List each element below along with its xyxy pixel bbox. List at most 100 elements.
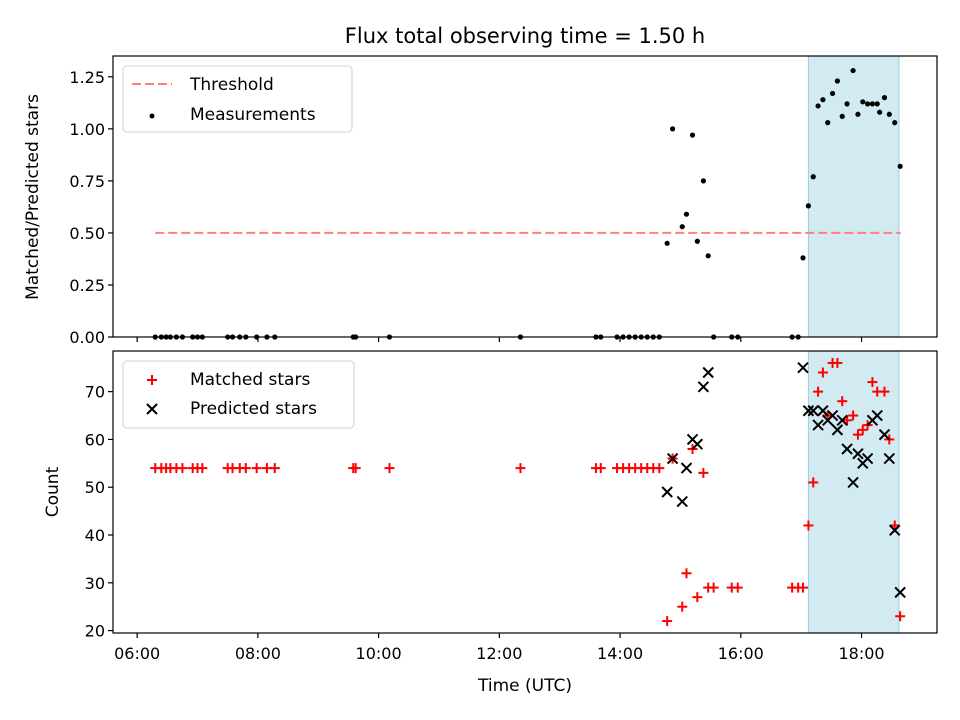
top-x-ticks [136,337,863,342]
measurements-legend-marker [149,113,155,119]
y-tick-label: 0.75 [69,172,105,191]
matched-star-point [384,463,395,474]
matched-star-point [654,463,665,474]
measurement-point [829,90,836,97]
y-tick-label: 0.50 [69,224,105,243]
measurement-point [805,203,812,209]
top-legend: Threshold Measurements [122,65,353,133]
matched-star-point [515,463,526,474]
measurement-point [869,101,876,107]
matched-star-point [895,611,906,622]
y-tick-label: 1.00 [69,120,105,139]
predicted-star-point [680,462,693,474]
matched-star-point [350,463,361,474]
predicted-star-point [697,381,710,393]
predicted-legend-marker [146,403,158,415]
matched-star-point [852,429,863,440]
predicted-star-point [878,428,891,441]
measurement-point [679,224,685,230]
bottom-plot-frame [112,350,938,634]
bottom-x-ticks: 06:00 08:00 10:00 12:00 14:00 16:00 18:00 [114,633,885,663]
matched-star-point [662,616,673,627]
y-tick-label: 50 [85,478,105,497]
predicted-star-point [861,452,874,465]
x-tick-label: 10:00 [356,644,402,663]
matched-legend-label: Matched stars [190,370,310,390]
matched-star-point [808,477,819,488]
matched-star-point [732,582,743,593]
measurement-point [705,253,711,259]
predicted-star-point [817,405,829,417]
matched-star-point [677,601,688,612]
measurement-point [664,240,670,246]
bottom-y-axis-label: Count [43,466,63,517]
y-tick-label: 0.00 [69,328,105,347]
x-axis-label: Time (UTC) [477,676,572,696]
predicted-star-point [894,586,906,599]
matched-star-point [867,377,878,388]
matched-star-point [240,463,251,474]
matched-star-point [803,520,814,531]
threshold-legend-label: Threshold [189,75,274,95]
measurement-point [694,238,700,244]
predicted-star-point [807,405,819,417]
matched-star-point [251,463,262,474]
predicted-star-point [847,476,859,489]
measurement-point [874,101,880,107]
measurement-point [800,255,806,261]
predicted-star-point [802,405,815,417]
bottom-legend-box [122,360,355,429]
measurement-points [152,67,903,340]
predicted-star-point [797,362,809,374]
matched-star-point [681,568,692,579]
top-legend-box [122,65,353,133]
y-tick-label: 0.25 [69,276,105,295]
top-y-ticks: 0.00 0.25 0.50 0.75 1.00 1.25 [69,68,113,347]
matched-star-point [177,463,188,474]
bottom-y-ticks: 20 30 40 50 60 70 [85,383,113,641]
matched-star-point [848,410,859,421]
matched-legend-marker [147,375,157,385]
predicted-star-point [702,366,714,379]
predicted-star-point [691,438,704,450]
measurement-point [825,120,831,126]
y-tick-label: 40 [85,526,105,545]
predicted-star-point [841,443,853,455]
x-tick-label: 12:00 [476,644,522,663]
measurement-point [860,99,866,105]
x-tick-label: 14:00 [597,644,643,663]
top-panel: 0.00 0.25 0.50 0.75 1.00 1.25 Matched/Predict… [23,55,938,347]
measurement-point [855,111,861,117]
predicted-star-point [676,495,688,508]
measurement-point [669,126,676,132]
matched-star-point [837,396,848,407]
x-tick-label: 06:00 [114,644,160,663]
y-tick-label: 20 [85,622,105,641]
measurement-point [864,101,871,107]
matched-star-point [708,582,719,593]
measurements-legend-label: Measurements [190,105,316,125]
bottom-legend: Matched stars Predicted stars [122,360,355,429]
measurement-point [683,211,690,217]
y-tick-label: 30 [85,574,105,593]
measurement-point [815,103,821,109]
bottom-panel: 20 30 40 50 60 70 06:00 08:00 10:00 12:00 14:00 16… [43,350,938,696]
measurement-point [844,101,850,107]
measurement-point [689,132,696,138]
predicted-star-point [883,452,896,465]
matched-star-point [698,467,709,478]
predicted-star-point [831,424,844,436]
matched-star-point [595,463,606,474]
matched-star-point [817,367,828,378]
top-highlight-span [807,55,900,338]
matched-star-point [857,424,868,435]
measurement-point [834,78,840,84]
predicted-star-point [666,452,679,465]
predicted-star-point [889,524,901,536]
matched-star-point [842,415,853,426]
predicted-legend-label: Predicted stars [190,399,317,419]
y-tick-label: 60 [85,430,105,449]
y-tick-label: 1.25 [69,68,105,87]
y-tick-label: 70 [85,383,105,402]
